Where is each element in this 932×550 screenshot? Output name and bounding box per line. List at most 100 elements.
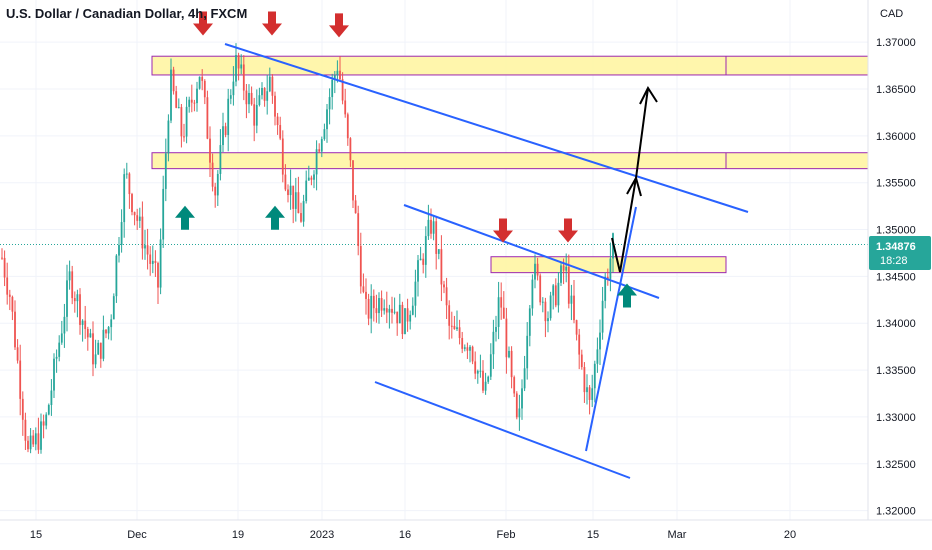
candle-body — [318, 149, 321, 152]
candle-body — [276, 116, 279, 126]
candle-body — [320, 139, 323, 152]
candle-body — [427, 219, 430, 237]
candle-body — [27, 440, 29, 450]
candle-body — [443, 284, 445, 288]
y-tick-label: 1.34500 — [876, 271, 916, 283]
candle-body — [271, 76, 274, 96]
candle-body — [235, 55, 237, 82]
candle-body — [214, 186, 217, 196]
x-tick-label: Feb — [497, 529, 516, 541]
candle-body — [63, 316, 66, 334]
candle-body — [544, 301, 547, 322]
candle-body — [482, 370, 484, 391]
candle-body — [401, 304, 404, 335]
candle-body — [458, 327, 461, 339]
y-tick-label: 1.36000 — [876, 131, 916, 143]
candle-body — [133, 212, 136, 216]
candle-body — [105, 329, 107, 334]
time-axis[interactable]: 15 Dec 19 2023 16 Feb 15 Mar 20 — [30, 529, 796, 541]
candle-body — [411, 305, 414, 315]
candle-body — [45, 414, 48, 426]
trendline-upper-descending — [224, 43, 749, 213]
candle-body — [81, 320, 84, 325]
candle-body — [357, 213, 360, 247]
price-axis[interactable]: 1.32000 1.32500 1.33000 1.33500 1.34000 1.345… — [876, 37, 916, 517]
candle-body — [89, 333, 92, 338]
candle-body — [354, 200, 357, 214]
candle-body — [250, 92, 253, 105]
candle-body — [515, 393, 518, 418]
candle-body — [216, 173, 219, 196]
candle-body — [164, 153, 167, 189]
candle-body — [29, 435, 32, 450]
candle-body — [149, 254, 152, 264]
y-tick-label: 1.33000 — [876, 412, 916, 424]
candle-body — [237, 55, 240, 69]
candle-body — [21, 398, 24, 420]
candle-body — [328, 97, 331, 110]
candle-body — [528, 308, 531, 336]
candle-body — [518, 408, 521, 418]
candle-body — [32, 435, 35, 445]
candle-body — [211, 162, 214, 187]
candle-body — [170, 69, 172, 121]
candle-body — [232, 81, 235, 96]
price-axis-bg — [868, 0, 932, 550]
candle-body — [128, 173, 131, 195]
candle-body — [385, 308, 388, 313]
candle-body — [326, 109, 328, 130]
candle-body — [86, 328, 89, 338]
candle-body — [125, 173, 128, 175]
candle-body — [94, 354, 97, 365]
candle-body — [536, 263, 539, 276]
candle-body — [3, 257, 6, 278]
x-tick-label: 20 — [784, 529, 796, 541]
candle-body — [138, 216, 141, 221]
current-price-label: 1.34876 — [876, 241, 916, 253]
projection-path — [611, 85, 658, 273]
candle-body — [331, 79, 334, 98]
candle-body — [266, 91, 269, 101]
candle-body — [66, 280, 68, 317]
candle-body — [580, 354, 583, 368]
sell-arrow — [262, 11, 282, 36]
candle-body — [430, 219, 432, 234]
candle-body — [185, 106, 188, 137]
candle-body — [159, 239, 162, 288]
x-tick-label: Mar — [668, 529, 687, 541]
candle-body — [310, 177, 313, 180]
candle-body — [419, 258, 422, 261]
candle-body — [79, 294, 81, 325]
candle-body — [190, 99, 193, 103]
candle-body — [245, 90, 248, 105]
candle-body — [534, 263, 536, 280]
candle-body — [1, 257, 3, 259]
candle-body — [463, 347, 466, 349]
candle-body — [141, 216, 144, 249]
candle-body — [484, 381, 487, 391]
candle-body — [333, 75, 336, 80]
candle-body — [388, 308, 391, 313]
candle-body — [201, 76, 204, 81]
candle-body — [378, 298, 380, 314]
candle-body — [370, 295, 373, 319]
candle-body — [479, 370, 482, 372]
sell-arrow — [558, 218, 578, 243]
candle-body — [58, 342, 61, 357]
candle-body — [375, 308, 378, 314]
candle-body — [123, 174, 126, 223]
candle-body — [362, 286, 365, 292]
candle-body — [367, 298, 370, 319]
candle-body — [339, 70, 341, 80]
sell-arrow — [329, 13, 349, 38]
candle-body — [177, 107, 180, 109]
candle-body — [346, 114, 349, 139]
candle-body — [118, 245, 120, 256]
candle-body — [151, 260, 154, 264]
candle-body — [16, 347, 19, 361]
candle-body — [552, 285, 555, 296]
candle-body — [131, 194, 133, 213]
candle-body — [112, 296, 115, 320]
x-tick-label: 15 — [587, 529, 599, 541]
